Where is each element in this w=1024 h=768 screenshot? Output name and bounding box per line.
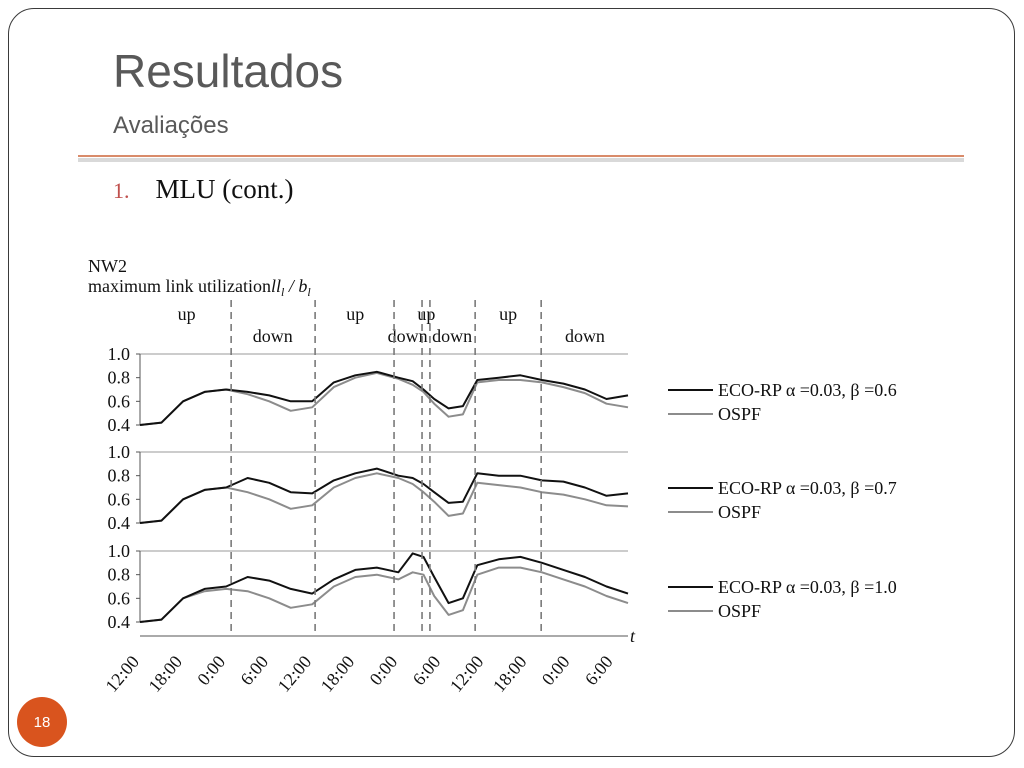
y-formula-div: / b bbox=[284, 276, 307, 296]
phase-label-down: down bbox=[253, 326, 293, 346]
eco-rp-line-panel-2 bbox=[139, 467, 629, 524]
x-tick-label: 6:00 bbox=[236, 652, 272, 689]
chart-title: NW2 bbox=[88, 256, 127, 276]
y-tick-label: 0.4 bbox=[108, 415, 131, 435]
x-tick-label: 12:00 bbox=[274, 652, 316, 696]
bullet-number: 1. bbox=[113, 178, 130, 203]
bullet-text: MLU (cont.) bbox=[155, 174, 294, 204]
y-tick-label: 0.4 bbox=[108, 612, 131, 632]
ospf-line-panel-1 bbox=[139, 371, 629, 426]
y-formula-main: ll bbox=[271, 276, 281, 296]
y-tick-label: 0.8 bbox=[108, 565, 131, 585]
phase-label-down: down bbox=[432, 326, 472, 346]
x-tick-label: 18:00 bbox=[489, 652, 531, 696]
mlu-chart: NW2 maximum link utilizationlll / bl upd… bbox=[88, 256, 897, 696]
legend-label-eco: ECO-RP α =0.03, β =0.7 bbox=[718, 478, 897, 498]
y-tick-label: 0.6 bbox=[108, 489, 131, 509]
y-formula-sub2: l bbox=[307, 285, 311, 299]
x-tick-label: 0:00 bbox=[366, 652, 402, 689]
phase-label-up: up bbox=[499, 304, 517, 324]
x-tick-label: 12:00 bbox=[101, 652, 143, 696]
slide-subtitle: Avaliações bbox=[113, 112, 229, 139]
phase-label-up: up bbox=[178, 304, 196, 324]
legend-label-eco: ECO-RP α =0.03, β =0.6 bbox=[718, 380, 897, 400]
title-rule bbox=[78, 155, 964, 157]
y-tick-label: 1.0 bbox=[108, 344, 131, 364]
phase-label-down: down bbox=[565, 326, 605, 346]
legend-label-ospf: OSPF bbox=[718, 601, 761, 621]
x-tick-label: 18:00 bbox=[317, 652, 359, 696]
y-formula-sub: l bbox=[281, 285, 285, 299]
x-tick-label: 0:00 bbox=[193, 652, 229, 689]
phase-label-up: up bbox=[346, 304, 364, 324]
x-tick-label: 18:00 bbox=[144, 652, 186, 696]
ospf-line-panel-3 bbox=[139, 566, 629, 623]
phase-label-down: down bbox=[388, 326, 428, 346]
ospf-line-panel-2 bbox=[139, 472, 629, 524]
y-axis-label: maximum link utilizationlll / bl bbox=[88, 276, 311, 299]
bullet-item: 1. MLU (cont.) bbox=[113, 176, 293, 203]
y-axis-formula: lll / bl bbox=[271, 276, 311, 299]
x-tick-label: 6:00 bbox=[581, 652, 617, 689]
slide-frame bbox=[8, 8, 1015, 757]
title-rule-shadow bbox=[78, 158, 964, 162]
x-tick-label: 12:00 bbox=[446, 652, 488, 696]
eco-rp-line-panel-3 bbox=[139, 552, 629, 623]
y-tick-label: 0.8 bbox=[108, 466, 131, 486]
y-tick-label: 0.8 bbox=[108, 368, 131, 388]
x-tick-label: 6:00 bbox=[409, 652, 445, 689]
legend-label-eco: ECO-RP α =0.03, β =1.0 bbox=[718, 577, 897, 597]
y-tick-label: 0.6 bbox=[108, 588, 131, 608]
legend-label-ospf: OSPF bbox=[718, 404, 761, 424]
legend-label-ospf: OSPF bbox=[718, 502, 761, 522]
plot-area: updownupdownupdownupdown1.00.80.60.4ECO-… bbox=[101, 300, 897, 696]
y-tick-label: 0.6 bbox=[108, 391, 131, 411]
x-tick-label: 0:00 bbox=[538, 652, 574, 689]
eco-rp-line-panel-1 bbox=[139, 370, 629, 426]
phase-label-up: up bbox=[417, 304, 435, 324]
y-tick-label: 0.4 bbox=[108, 513, 131, 533]
page-number-badge: 18 bbox=[17, 697, 67, 747]
slide-title: Resultados bbox=[113, 45, 344, 97]
y-tick-label: 1.0 bbox=[108, 541, 131, 561]
y-axis-label-text: maximum link utilization bbox=[88, 276, 271, 296]
y-tick-label: 1.0 bbox=[108, 442, 131, 462]
x-axis-label: t bbox=[630, 626, 636, 646]
